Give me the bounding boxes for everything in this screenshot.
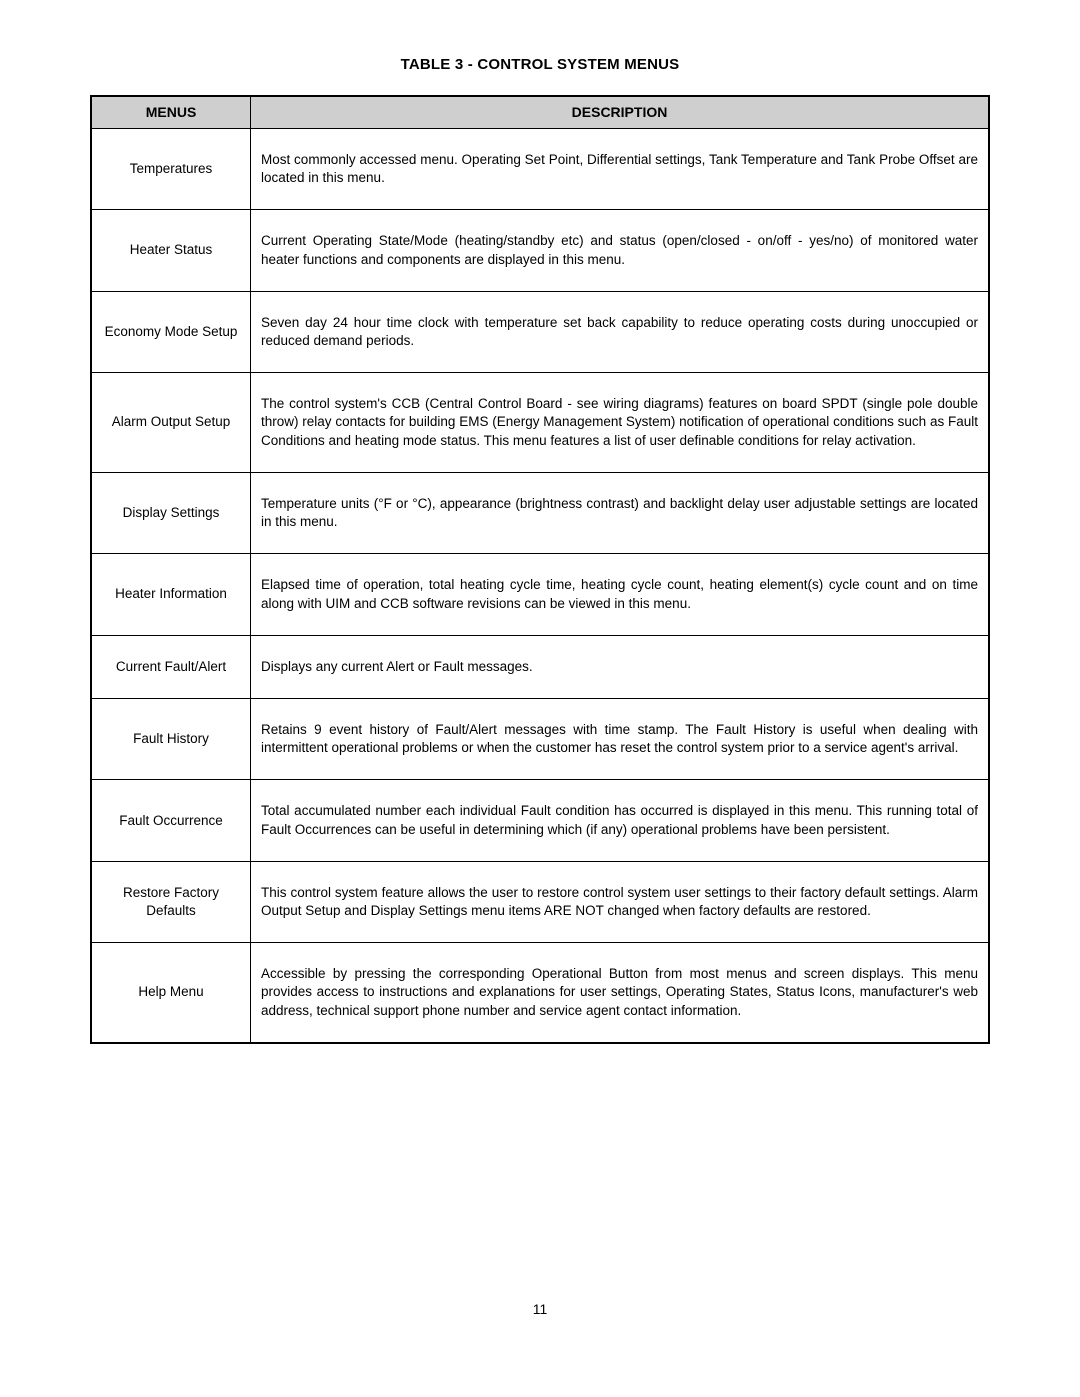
table-header: MENUS DESCRIPTION bbox=[91, 96, 989, 128]
menu-cell: Temperatures bbox=[91, 128, 251, 209]
description-cell: Retains 9 event history of Fault/Alert m… bbox=[251, 698, 990, 779]
table-body: Temperatures Most commonly accessed menu… bbox=[91, 128, 989, 1043]
col-header-menus: MENUS bbox=[91, 96, 251, 128]
document-page: TABLE 3 - CONTROL SYSTEM MENUS MENUS DES… bbox=[0, 0, 1080, 1397]
menu-cell: Current Fault/Alert bbox=[91, 635, 251, 698]
table-row: Fault History Retains 9 event history of… bbox=[91, 698, 989, 779]
description-cell: The control system's CCB (Central Contro… bbox=[251, 373, 990, 473]
description-cell: Accessible by pressing the corresponding… bbox=[251, 943, 990, 1043]
menu-cell: Economy Mode Setup bbox=[91, 291, 251, 372]
menu-cell: Restore Factory Defaults bbox=[91, 861, 251, 942]
menu-cell: Heater Status bbox=[91, 210, 251, 291]
table-row: Heater Information Elapsed time of opera… bbox=[91, 554, 989, 635]
table-row: Economy Mode Setup Seven day 24 hour tim… bbox=[91, 291, 989, 372]
description-cell: Most commonly accessed menu. Operating S… bbox=[251, 128, 990, 209]
description-cell: Displays any current Alert or Fault mess… bbox=[251, 635, 990, 698]
page-number: 11 bbox=[0, 1301, 1080, 1317]
description-cell: Current Operating State/Mode (heating/st… bbox=[251, 210, 990, 291]
control-system-menus-table: MENUS DESCRIPTION Temperatures Most comm… bbox=[90, 95, 990, 1044]
table-row: Restore Factory Defaults This control sy… bbox=[91, 861, 989, 942]
menu-cell: Alarm Output Setup bbox=[91, 373, 251, 473]
menu-cell: Help Menu bbox=[91, 943, 251, 1043]
menu-cell: Fault History bbox=[91, 698, 251, 779]
table-header-row: MENUS DESCRIPTION bbox=[91, 96, 989, 128]
table-row: Fault Occurrence Total accumulated numbe… bbox=[91, 780, 989, 861]
table-row: Temperatures Most commonly accessed menu… bbox=[91, 128, 989, 209]
table-row: Alarm Output Setup The control system's … bbox=[91, 373, 989, 473]
description-cell: Total accumulated number each individual… bbox=[251, 780, 990, 861]
table-row: Help Menu Accessible by pressing the cor… bbox=[91, 943, 989, 1043]
table-title: TABLE 3 - CONTROL SYSTEM MENUS bbox=[90, 56, 990, 73]
description-cell: Temperature units (°F or °C), appearance… bbox=[251, 472, 990, 553]
table-row: Heater Status Current Operating State/Mo… bbox=[91, 210, 989, 291]
menu-cell: Fault Occurrence bbox=[91, 780, 251, 861]
table-row: Display Settings Temperature units (°F o… bbox=[91, 472, 989, 553]
menu-cell: Display Settings bbox=[91, 472, 251, 553]
menu-cell: Heater Information bbox=[91, 554, 251, 635]
description-cell: Seven day 24 hour time clock with temper… bbox=[251, 291, 990, 372]
description-cell: This control system feature allows the u… bbox=[251, 861, 990, 942]
table-row: Current Fault/Alert Displays any current… bbox=[91, 635, 989, 698]
col-header-description: DESCRIPTION bbox=[251, 96, 990, 128]
description-cell: Elapsed time of operation, total heating… bbox=[251, 554, 990, 635]
